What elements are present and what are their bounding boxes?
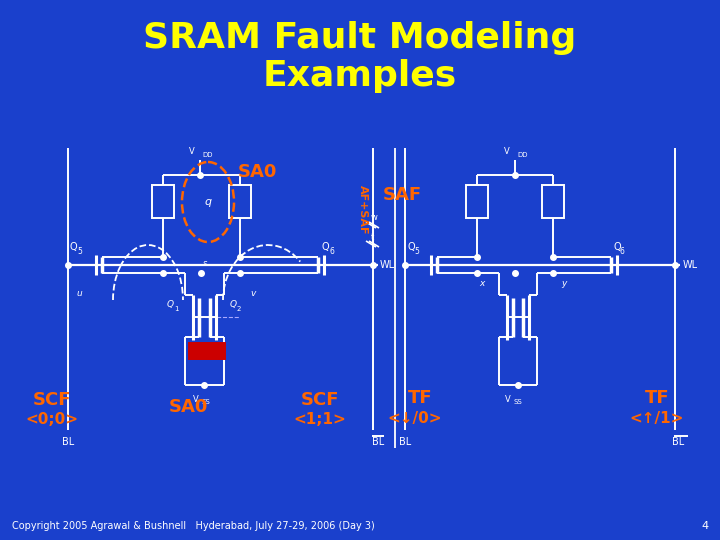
Text: y: y	[561, 279, 567, 287]
Text: V: V	[504, 147, 510, 157]
Text: SA0: SA0	[238, 163, 277, 181]
Text: AF+SAF: AF+SAF	[358, 185, 368, 235]
Text: <1;1>: <1;1>	[294, 413, 346, 428]
Text: SCF: SCF	[32, 391, 71, 409]
Bar	[466, 185, 488, 218]
Text: <↓/0>: <↓/0>	[388, 410, 442, 426]
Text: s: s	[203, 259, 207, 267]
Text: 2: 2	[237, 306, 241, 312]
Text: Q: Q	[167, 300, 174, 309]
Text: 4: 4	[701, 521, 708, 531]
Text: Q: Q	[322, 242, 330, 252]
Text: V: V	[189, 147, 195, 157]
Text: u: u	[76, 288, 82, 298]
Text: 6: 6	[620, 246, 625, 255]
Text: BL: BL	[399, 437, 411, 447]
Text: 1: 1	[174, 306, 179, 312]
Text: SCF: SCF	[301, 391, 339, 409]
Text: <↑/1>: <↑/1>	[630, 410, 684, 426]
Text: 6: 6	[329, 246, 334, 255]
Text: v: v	[250, 288, 256, 298]
Text: SA0: SA0	[168, 398, 207, 416]
Text: SA0: SA0	[191, 346, 214, 356]
Bar	[542, 185, 564, 218]
Text: DD: DD	[517, 152, 528, 158]
Text: 5: 5	[414, 246, 419, 255]
Text: Copyright 2005 Agrawal & Bushnell   Hyderabad, July 27-29, 2006 (Day 3): Copyright 2005 Agrawal & Bushnell Hydera…	[12, 521, 374, 531]
Text: SRAM Fault Modeling: SRAM Fault Modeling	[143, 21, 577, 55]
Text: WL: WL	[380, 260, 395, 270]
Text: BL: BL	[372, 437, 384, 447]
Text: SS: SS	[202, 399, 211, 405]
Text: <0;0>: <0;0>	[25, 413, 78, 428]
Text: t: t	[371, 233, 374, 241]
Text: SAF: SAF	[383, 186, 422, 204]
Text: V: V	[193, 395, 199, 403]
Text: Q: Q	[230, 300, 237, 309]
Text: Examples: Examples	[263, 59, 457, 93]
Bar	[189, 343, 225, 359]
Text: TF: TF	[644, 389, 670, 407]
Text: w: w	[371, 213, 378, 222]
Text: x: x	[479, 279, 485, 287]
Text: Q: Q	[407, 242, 415, 252]
Text: 5: 5	[77, 246, 82, 255]
Text: V: V	[505, 395, 510, 403]
Text: DD: DD	[202, 152, 212, 158]
Text: q: q	[204, 197, 212, 207]
Text: Q: Q	[613, 242, 621, 252]
Bar	[152, 185, 174, 218]
Text: Q: Q	[70, 242, 78, 252]
Text: WL: WL	[683, 260, 698, 270]
Text: BL: BL	[672, 437, 684, 447]
Text: BL: BL	[62, 437, 74, 447]
Bar	[229, 185, 251, 218]
Text: TF: TF	[408, 389, 432, 407]
Text: SS: SS	[514, 399, 523, 405]
